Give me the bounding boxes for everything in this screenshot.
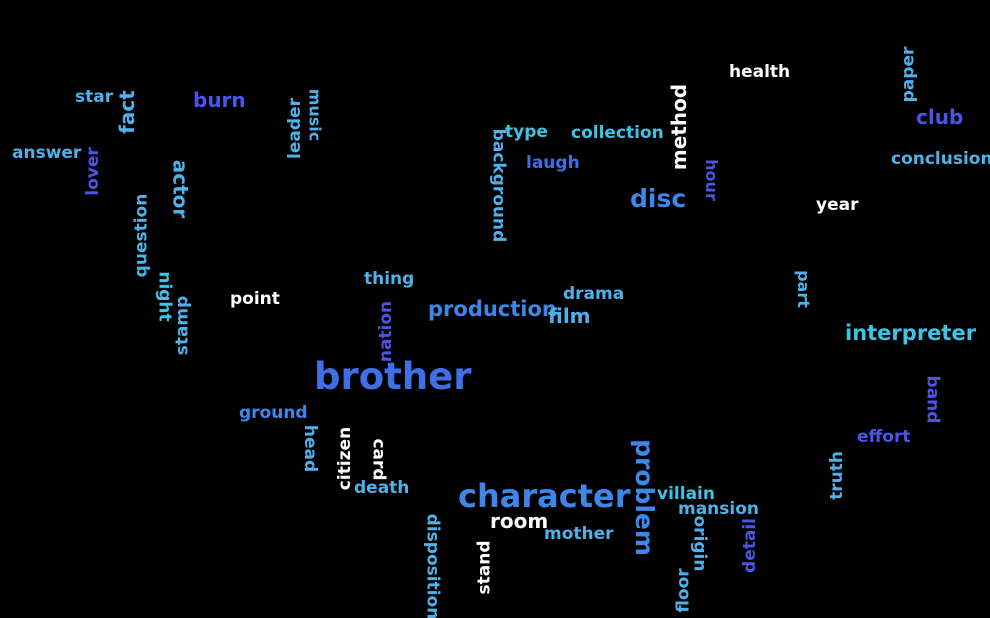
word-interpreter: interpreter — [845, 321, 977, 345]
word-detail: detail — [739, 518, 760, 573]
word-effort: effort — [857, 427, 911, 447]
word-part: part — [793, 270, 813, 308]
word-ground: ground — [239, 403, 308, 423]
word-card: card — [368, 438, 389, 481]
word-room: room — [490, 509, 549, 533]
word-truth: truth — [826, 451, 847, 500]
word-stamp: stamp — [172, 295, 193, 356]
word-burn: burn — [193, 88, 246, 112]
word-disposition: disposition — [422, 513, 443, 618]
word-mansion: mansion — [678, 499, 760, 519]
word-lover: lover — [82, 147, 103, 196]
word-floor: floor — [673, 568, 694, 613]
word-answer: answer — [12, 143, 82, 163]
word-production: production — [428, 297, 557, 321]
word-night: night — [154, 271, 175, 322]
word-origin: origin — [689, 515, 710, 572]
word-method: method — [667, 83, 692, 171]
word-head: head — [300, 424, 321, 473]
word-death: death — [354, 478, 410, 498]
word-leader: leader — [284, 98, 305, 159]
word-brother: brother — [314, 355, 472, 398]
word-fact: fact — [114, 90, 139, 134]
word-health: health — [729, 62, 791, 82]
word-paper: paper — [898, 46, 919, 103]
word-villain: villain — [657, 484, 715, 504]
word-film: film — [548, 304, 591, 328]
word-laugh: laugh — [526, 153, 580, 173]
word-year: year — [816, 195, 859, 215]
word-club: club — [916, 105, 964, 129]
word-hour: hour — [701, 159, 721, 201]
word-problem: problem — [629, 439, 659, 556]
word-music: music — [305, 88, 325, 142]
word-type: type — [505, 122, 548, 142]
word-drama: drama — [563, 284, 625, 304]
word-band: band — [922, 375, 943, 424]
word-question: question — [131, 193, 152, 278]
word-character: character — [458, 477, 631, 515]
word-mother: mother — [544, 524, 614, 544]
word-nation: nation — [376, 300, 397, 363]
word-point: point — [230, 289, 280, 309]
word-collection: collection — [571, 123, 664, 143]
word-disc: disc — [630, 184, 687, 213]
word-star: star — [75, 87, 114, 107]
word-background: background — [488, 128, 509, 243]
word-stand: stand — [474, 540, 495, 595]
word-thing: thing — [364, 269, 415, 289]
word-conclusion: conclusion — [891, 149, 990, 169]
word-citizen: citizen — [335, 426, 356, 491]
word-actor: actor — [168, 159, 193, 219]
